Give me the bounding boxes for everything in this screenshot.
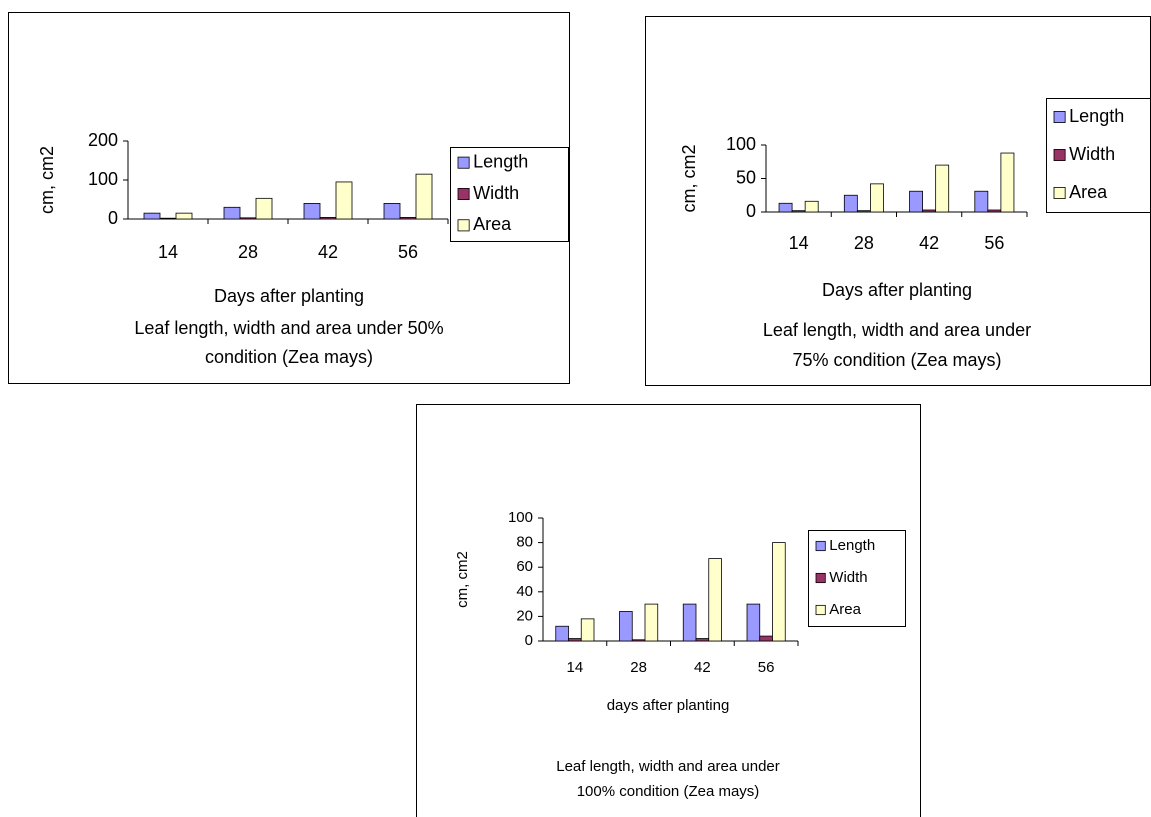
bar xyxy=(791,210,806,213)
legend-label: Length xyxy=(473,151,528,171)
bar xyxy=(1000,152,1015,213)
y-tick-label: 60 xyxy=(516,558,533,575)
x-tick-label: 42 xyxy=(318,242,338,262)
y-tick-label: 0 xyxy=(746,201,756,221)
bar xyxy=(239,217,257,220)
chart-frame xyxy=(8,12,570,384)
bar xyxy=(335,181,353,220)
y-tick-label: 100 xyxy=(508,509,533,526)
legend-swatch xyxy=(457,156,470,169)
bar xyxy=(843,194,858,213)
bar xyxy=(856,210,871,213)
legend-swatch xyxy=(1053,187,1066,199)
y-tick-label: 40 xyxy=(516,583,533,600)
bar xyxy=(922,209,937,213)
y-tick-label: 200 xyxy=(88,130,118,150)
bar xyxy=(555,625,569,642)
bar xyxy=(708,558,722,642)
chart-frame xyxy=(416,404,921,817)
legend-swatch xyxy=(815,540,826,552)
bar xyxy=(223,206,241,220)
bar xyxy=(580,618,595,642)
x-tick-label: 28 xyxy=(854,233,874,253)
x-tick-label: 42 xyxy=(919,233,939,253)
legend-label: Width xyxy=(473,183,519,203)
y-tick-label: 50 xyxy=(736,167,756,187)
bar xyxy=(319,217,337,220)
bar xyxy=(974,190,989,213)
bar xyxy=(175,212,193,220)
y-tick-label: 0 xyxy=(108,208,118,228)
bar xyxy=(644,603,659,642)
chart-title: condition (Zea mays) xyxy=(205,347,373,367)
bar xyxy=(759,635,773,642)
x-tick-label: 42 xyxy=(694,659,711,676)
bar xyxy=(568,638,582,642)
bar xyxy=(695,638,710,642)
legend-label: Area xyxy=(1069,182,1108,202)
x-tick-label: 56 xyxy=(758,659,775,676)
x-axis-label: days after planting xyxy=(607,697,730,714)
x-tick-label: 28 xyxy=(630,659,647,676)
y-tick-label: 100 xyxy=(726,134,756,154)
bar xyxy=(415,173,433,220)
y-axis-label: cm, cm2 xyxy=(454,551,471,608)
bar xyxy=(143,212,161,220)
x-tick-label: 56 xyxy=(398,242,418,262)
bar xyxy=(746,603,761,642)
bar xyxy=(399,217,417,220)
bar xyxy=(255,197,273,220)
bar xyxy=(631,639,646,642)
legend-label: Area xyxy=(829,601,861,618)
bar xyxy=(383,202,401,220)
y-tick-label: 20 xyxy=(516,607,533,624)
chart-title: Leaf length, width and area under xyxy=(556,758,780,775)
x-tick-label: 14 xyxy=(789,233,809,253)
x-axis-label: Days after planting xyxy=(214,286,364,306)
bar xyxy=(778,202,793,213)
legend-label: Length xyxy=(829,537,875,554)
legend-label: Area xyxy=(473,214,512,234)
legend-swatch xyxy=(1053,149,1066,161)
chart-title: Leaf length, width and area under xyxy=(763,320,1031,340)
bar xyxy=(870,183,884,213)
y-tick-label: 80 xyxy=(516,534,533,551)
bar xyxy=(935,164,950,213)
legend-swatch xyxy=(815,572,826,584)
legend-label: Length xyxy=(1069,106,1124,126)
x-tick-label: 14 xyxy=(158,242,178,262)
chart-title: 100% condition (Zea mays) xyxy=(577,783,760,800)
y-axis-label: cm, cm2 xyxy=(679,144,699,212)
bar xyxy=(772,542,786,642)
legend-swatch xyxy=(457,219,470,232)
legend-swatch xyxy=(457,188,470,200)
legend-label: Width xyxy=(829,569,867,586)
y-axis-label: cm, cm2 xyxy=(37,146,57,214)
legend xyxy=(450,147,569,242)
x-tick-label: 56 xyxy=(984,233,1004,253)
bar xyxy=(159,217,177,220)
chart-title: 75% condition (Zea mays) xyxy=(792,350,1001,370)
y-tick-label: 0 xyxy=(525,632,533,649)
bar xyxy=(909,190,923,213)
x-axis-label: Days after planting xyxy=(822,280,972,300)
bar xyxy=(682,603,697,642)
x-tick-label: 14 xyxy=(567,659,584,676)
legend-swatch xyxy=(1053,111,1066,123)
x-tick-label: 28 xyxy=(238,242,258,262)
bar xyxy=(303,202,321,220)
y-tick-label: 100 xyxy=(88,169,118,189)
bar xyxy=(804,200,819,213)
chart-title: Leaf length, width and area under 50% xyxy=(134,318,443,338)
bar xyxy=(619,611,633,642)
bar xyxy=(987,209,1002,213)
legend-swatch xyxy=(815,604,826,616)
legend-label: Width xyxy=(1069,144,1115,164)
